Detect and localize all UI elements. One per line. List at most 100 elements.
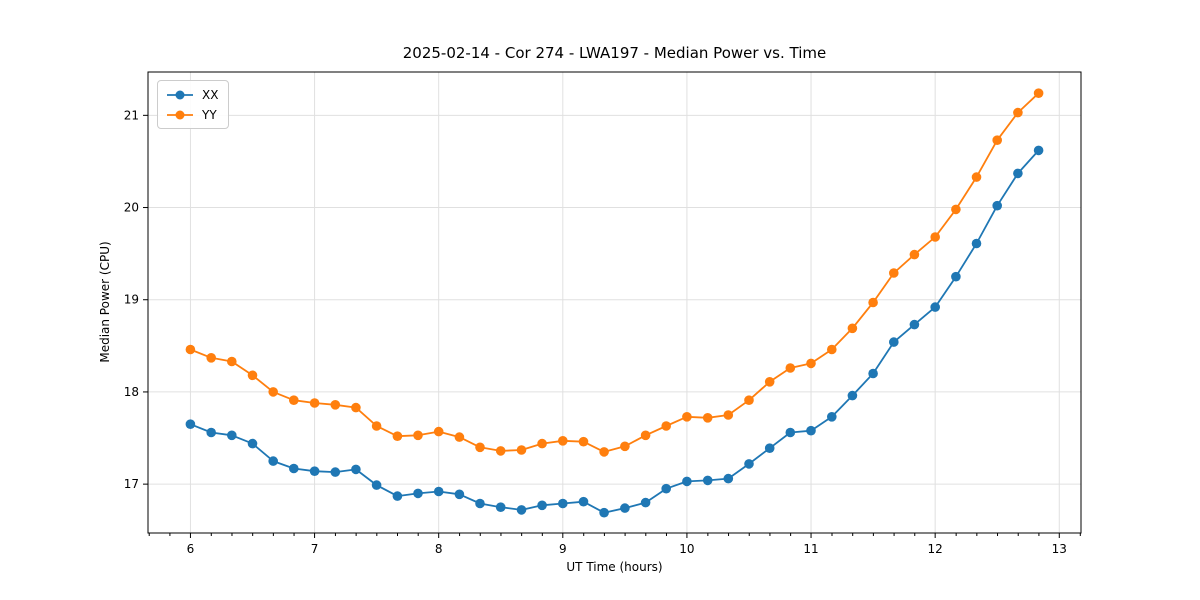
data-point-yy	[309, 398, 320, 408]
data-point-xx	[227, 430, 237, 441]
x-tick-label: 7	[311, 542, 319, 556]
data-point-xx	[868, 368, 878, 379]
data-point-xx	[516, 505, 527, 515]
data-point-yy	[930, 232, 940, 242]
data-point-yy	[744, 395, 754, 406]
data-point-yy	[516, 445, 527, 455]
data-point-yy	[640, 430, 651, 441]
data-point-yy	[847, 323, 858, 334]
data-point-xx	[371, 480, 382, 490]
y-axis-label: Median Power (CPU)	[98, 241, 112, 363]
data-point-yy	[806, 358, 816, 369]
data-point-xx	[992, 200, 1002, 211]
data-point-yy	[413, 430, 423, 441]
data-point-xx	[495, 502, 506, 512]
data-point-yy	[454, 432, 465, 442]
data-point-xx	[475, 498, 485, 509]
data-point-xx	[682, 476, 692, 487]
chart-title: 2025-02-14 - Cor 274 - LWA197 - Median P…	[402, 44, 827, 62]
y-tick-label: 17	[124, 477, 139, 491]
data-point-xx	[723, 473, 734, 484]
data-point-xx	[268, 456, 279, 466]
data-point-xx	[889, 337, 899, 347]
x-tick-label: 8	[435, 542, 443, 556]
legend-dot	[175, 90, 185, 99]
data-point-xx	[764, 443, 775, 454]
x-axis-label: UT Time (hours)	[566, 560, 663, 574]
data-point-xx	[289, 463, 299, 474]
series-line-yy	[190, 92, 1040, 453]
data-point-xx	[392, 491, 403, 501]
data-point-yy	[392, 431, 403, 442]
data-point-xx	[661, 483, 671, 494]
data-point-yy	[723, 410, 734, 420]
data-point-yy	[247, 370, 258, 381]
data-point-yy	[433, 426, 444, 437]
data-point-yy	[661, 421, 671, 431]
x-tick-label: 6	[187, 542, 195, 556]
data-point-xx	[454, 489, 465, 500]
data-point-yy	[227, 356, 237, 367]
y-tick-label: 20	[124, 201, 139, 215]
data-point-xx	[951, 271, 961, 282]
plot-border	[147, 71, 1082, 534]
data-point-yy	[1013, 107, 1023, 118]
data-point-yy	[764, 377, 775, 387]
legend: XX YY	[157, 80, 230, 129]
data-point-xx	[827, 412, 837, 422]
legend-marker-yy	[167, 110, 193, 119]
data-point-yy	[371, 421, 382, 431]
data-point-yy	[827, 344, 837, 355]
data-point-yy	[992, 135, 1002, 145]
data-point-xx	[247, 438, 258, 449]
legend-item-xx: XX	[165, 85, 218, 104]
data-point-xx	[578, 496, 589, 507]
series-line-xx	[190, 149, 1040, 514]
data-point-yy	[206, 353, 216, 363]
data-point-xx	[930, 302, 940, 312]
x-tick-label: 9	[559, 542, 567, 556]
data-point-yy	[868, 297, 878, 308]
data-point-yy	[682, 412, 692, 422]
data-point-yy	[785, 363, 796, 373]
data-point-xx	[558, 498, 568, 509]
data-point-yy	[951, 204, 961, 215]
data-point-yy	[537, 438, 547, 449]
x-tick-label: 11	[803, 542, 818, 556]
legend-item-yy: YY	[165, 105, 218, 124]
data-point-yy	[351, 402, 361, 413]
data-point-xx	[744, 459, 754, 469]
data-point-yy	[289, 395, 299, 406]
legend-label: YY	[202, 107, 217, 122]
data-point-yy	[971, 172, 982, 182]
data-point-xx	[1033, 145, 1044, 156]
data-point-yy	[909, 249, 920, 260]
data-point-xx	[806, 425, 816, 436]
data-point-yy	[475, 442, 485, 453]
data-point-xx	[909, 319, 920, 330]
data-point-xx	[620, 503, 630, 513]
data-point-yy	[1033, 88, 1044, 98]
data-point-xx	[433, 486, 444, 497]
y-tick-label: 21	[124, 108, 139, 122]
data-point-yy	[268, 387, 279, 397]
x-tick-label: 13	[1052, 542, 1067, 556]
data-point-yy	[185, 344, 196, 355]
data-point-xx	[785, 427, 796, 438]
data-point-yy	[889, 268, 899, 278]
data-point-xx	[413, 488, 423, 499]
data-point-xx	[330, 467, 341, 477]
data-point-xx	[971, 238, 982, 249]
y-tick-label: 19	[124, 293, 139, 307]
x-tick-label: 10	[679, 542, 694, 556]
x-tick-label: 12	[928, 542, 943, 556]
data-point-xx	[640, 497, 651, 508]
data-point-yy	[330, 400, 341, 410]
data-point-xx	[537, 500, 547, 511]
y-tick-label: 18	[124, 385, 139, 399]
data-point-xx	[185, 419, 196, 430]
data-point-xx	[309, 466, 320, 477]
data-point-xx	[351, 464, 361, 475]
